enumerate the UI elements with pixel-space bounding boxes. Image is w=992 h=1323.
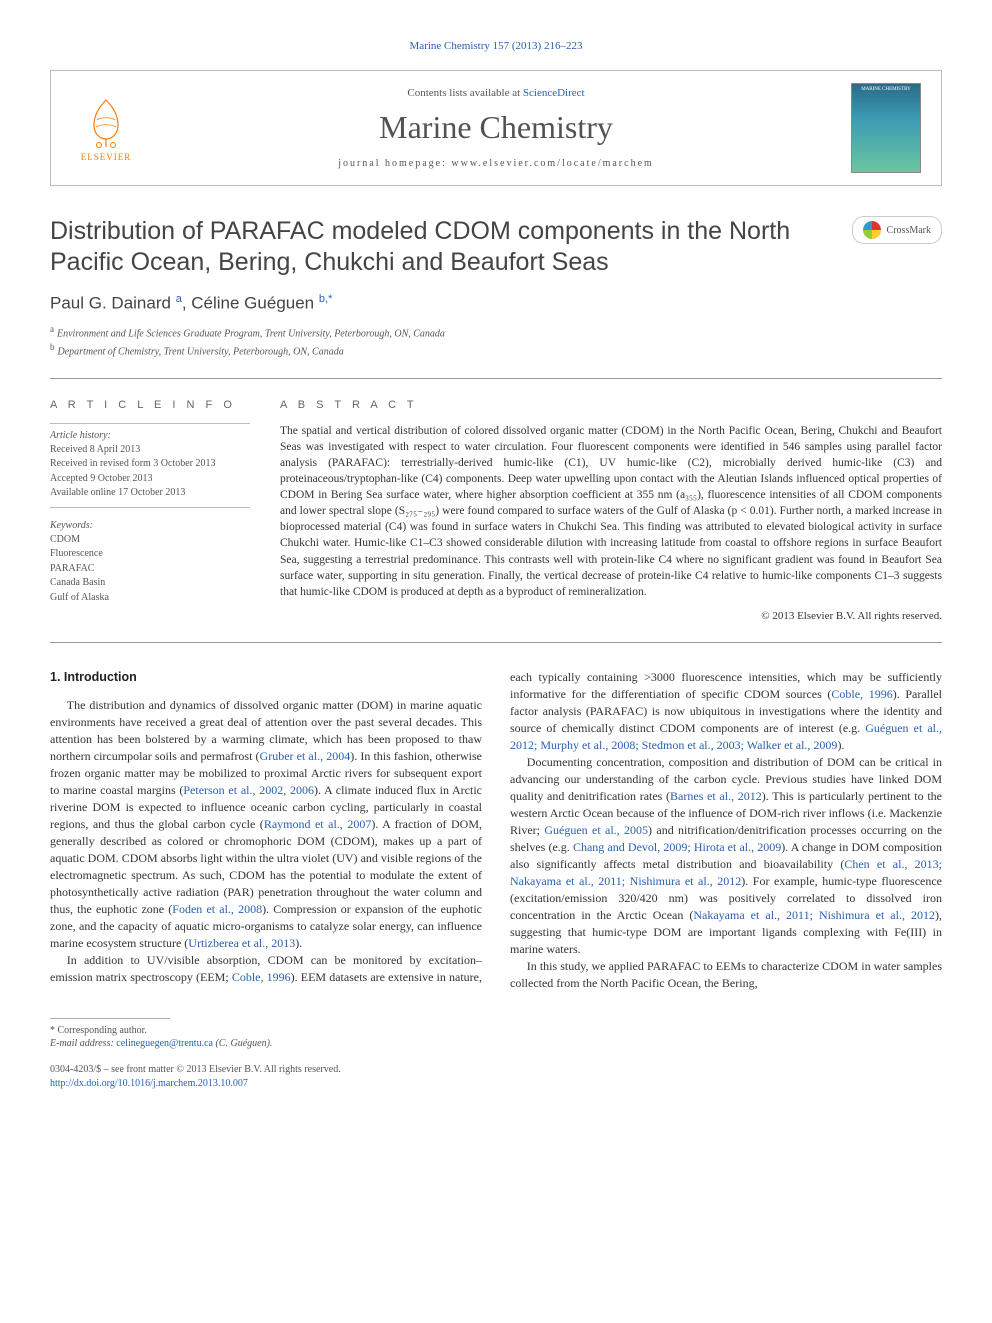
abstract: a b s t r a c t The spatial and vertical… [280,399,942,622]
crossmark-icon [863,221,881,239]
email-link[interactable]: celineguegen@trentu.ca [116,1038,213,1049]
paragraph-3: Documenting concentration, composition a… [510,754,942,958]
elsevier-label: ELSEVIER [81,152,132,162]
keyword-3: PARAFAC [50,562,250,577]
section-1-heading: 1. Introduction [50,669,482,687]
cite-nakayama-nishimura[interactable]: Nakayama et al., 2011; Nishimura et al.,… [693,908,935,922]
email-line: E-mail address: celineguegen@trentu.ca (… [50,1038,942,1049]
corresponding-star[interactable]: * [328,293,332,305]
journal-cover-thumb[interactable]: MARINE CHEMISTRY [851,83,921,173]
paragraph-1: The distribution and dynamics of dissolv… [50,697,482,952]
history-received: Received 8 April 2013 [50,443,250,458]
history-lines: Received 8 April 2013 Received in revise… [50,443,250,501]
corresponding-note: * Corresponding author. [50,1025,942,1036]
cite-coble-1996b[interactable]: Coble, 1996 [831,687,892,701]
cite-coble-1996a[interactable]: Coble, 1996 [232,970,291,984]
author-2-aff[interactable]: b, [319,293,328,305]
author-sep: , [182,293,191,312]
cite-raymond-2007[interactable]: Raymond et al., 2007 [264,817,372,831]
crossmark-badge[interactable]: CrossMark [852,216,942,244]
authors: Paul G. Dainard a, Céline Guéguen b,* [50,293,942,314]
article-title: Distribution of PARAFAC modeled CDOM com… [50,216,852,279]
cite-urtizberea-2013[interactable]: Urtizberea et al., 2013 [188,936,295,950]
history-label: Article history: [50,430,250,441]
p1f: ). [295,936,302,950]
history-revised: Received in revised form 3 October 2013 [50,457,250,472]
aff-text-b: Department of Chemistry, Trent Universit… [58,347,344,358]
email-of: (C. Guéguen). [215,1038,272,1049]
corresponding-text: Corresponding author. [58,1025,147,1036]
crossmark-label: CrossMark [887,225,931,236]
footnote-block: * Corresponding author. E-mail address: … [50,1018,942,1049]
history-online: Available online 17 October 2013 [50,486,250,501]
cite-barnes-2012[interactable]: Barnes et al., 2012 [670,789,762,803]
body-columns: 1. Introduction The distribution and dyn… [50,669,942,993]
cover-label: MARINE CHEMISTRY [855,87,917,92]
journal-name: Marine Chemistry [141,109,851,146]
p2d: ). [837,738,844,752]
history-accepted: Accepted 9 October 2013 [50,472,250,487]
aff-text-a: Environment and Life Sciences Graduate P… [57,328,445,339]
keyword-4: Canada Basin [50,576,250,591]
doi-link[interactable]: http://dx.doi.org/10.1016/j.marchem.2013… [50,1077,942,1091]
affiliations: aEnvironment and Life Sciences Graduate … [50,323,942,360]
cite-chang-devol-hirota[interactable]: Chang and Devol, 2009; Hirota et al., 20… [573,840,781,854]
abstract-text: The spatial and vertical distribution of… [280,423,942,600]
rule-bottom [50,642,942,643]
keyword-1: CDOM [50,533,250,548]
homepage-line: journal homepage: www.elsevier.com/locat… [141,158,851,169]
cite-foden-2008[interactable]: Foden et al., 2008 [172,902,262,916]
affiliation-b: bDepartment of Chemistry, Trent Universi… [50,341,942,359]
keyword-5: Gulf of Alaska [50,591,250,606]
keywords-label: Keywords: [50,520,250,531]
abstract-heading: a b s t r a c t [280,399,942,411]
homepage-prefix: journal homepage: [338,158,451,169]
author-2: Céline Guéguen [191,293,314,312]
elsevier-tree-icon [79,95,134,150]
aff-sup-a: a [50,324,54,334]
cite-gruber-2004[interactable]: Gruber et al., 2004 [260,749,351,763]
issn-line: 0304-4203/$ – see front matter © 2013 El… [50,1063,942,1077]
journal-reference: Marine Chemistry 157 (2013) 216–223 [50,40,942,52]
keyword-2: Fluorescence [50,547,250,562]
rule-top [50,378,942,379]
paragraph-4: In this study, we applied PARAFAC to EEM… [510,958,942,992]
journal-header: ELSEVIER Contents lists available at Sci… [50,70,942,186]
keywords-list: CDOM Fluorescence PARAFAC Canada Basin G… [50,533,250,606]
abstract-copyright: © 2013 Elsevier B.V. All rights reserved… [280,610,942,622]
affiliation-a: aEnvironment and Life Sciences Graduate … [50,323,942,341]
cite-peterson-2002-2006[interactable]: Peterson et al., 2002, 2006 [183,783,314,797]
contents-prefix: Contents lists available at [407,87,522,99]
elsevier-logo[interactable]: ELSEVIER [71,88,141,168]
article-info: a r t i c l e i n f o Article history: R… [50,399,250,622]
cite-gueguen-2005[interactable]: Guéguen et al., 2005 [544,823,648,837]
email-label: E-mail address: [50,1038,114,1049]
contents-line: Contents lists available at ScienceDirec… [141,87,851,99]
homepage-url[interactable]: www.elsevier.com/locate/marchem [451,158,653,169]
author-1: Paul G. Dainard [50,293,171,312]
sciencedirect-link[interactable]: ScienceDirect [523,87,585,99]
aff-sup-b: b [50,342,55,352]
front-matter: 0304-4203/$ – see front matter © 2013 El… [50,1063,942,1091]
article-info-heading: a r t i c l e i n f o [50,399,250,411]
